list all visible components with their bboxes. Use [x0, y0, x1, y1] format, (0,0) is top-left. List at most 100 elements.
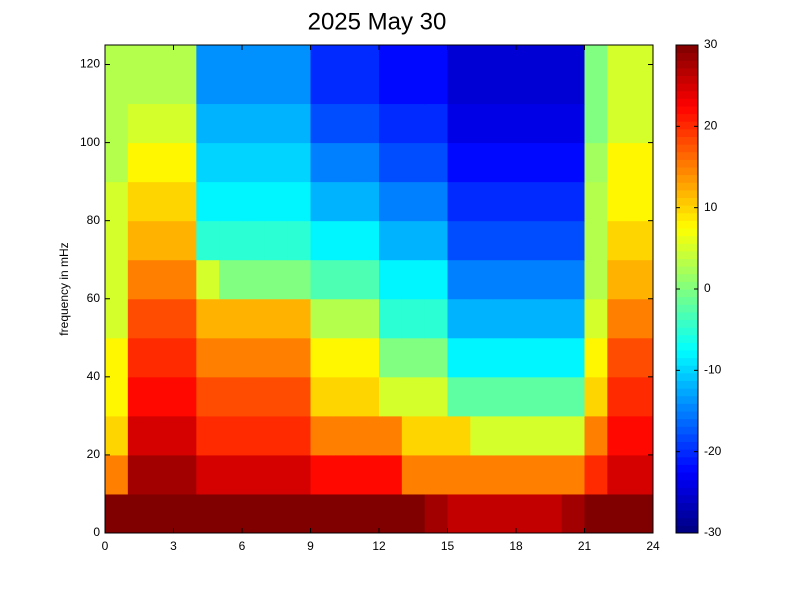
heatmap-cell: [287, 142, 311, 183]
heatmap-cell: [424, 142, 448, 183]
colorbar-segment: [676, 395, 698, 404]
heatmap-cell: [379, 454, 403, 495]
colorbar-segment: [676, 296, 698, 305]
heatmap-cell: [219, 454, 243, 495]
heatmap-cell: [470, 454, 494, 495]
heatmap-cell: [150, 64, 174, 105]
colorbar-tick-label: 20: [704, 119, 718, 133]
heatmap-cell: [516, 45, 540, 66]
heatmap-cell: [584, 142, 608, 183]
heatmap-cell: [173, 493, 197, 534]
colorbar-segment: [676, 525, 698, 534]
heatmap-cell: [150, 298, 174, 339]
x-tick-label: 9: [307, 539, 314, 553]
heatmap-cell: [516, 376, 540, 417]
heatmap-cell: [630, 493, 654, 534]
heatmap-cell: [493, 181, 517, 222]
heatmap-cell: [584, 220, 608, 261]
heatmap-cell: [630, 454, 654, 495]
colorbar-segment: [676, 342, 698, 351]
heatmap-cell: [127, 103, 152, 144]
heatmap-cell: [584, 259, 608, 300]
heatmap-cell: [242, 64, 266, 105]
colorbar-segment: [676, 281, 698, 290]
x-tick-label: 24: [646, 539, 660, 553]
x-tick-label: 18: [509, 539, 523, 553]
heatmap-cell: [310, 493, 334, 534]
colorbar-segment: [676, 372, 698, 381]
heatmap-cell: [561, 493, 585, 534]
heatmap-cell: [470, 181, 494, 222]
colorbar-segment: [676, 205, 698, 214]
heatmap-cell: [150, 376, 174, 417]
heatmap-cell: [607, 415, 631, 456]
x-tick-label: 12: [372, 539, 386, 553]
heatmap-cell: [516, 454, 540, 495]
heatmap-cell: [516, 337, 540, 378]
heatmap-cell: [516, 493, 540, 534]
colorbar-segment: [676, 167, 698, 176]
heatmap-cell: [242, 45, 266, 66]
heatmap-cell: [493, 454, 517, 495]
heatmap-cell: [561, 181, 585, 222]
heatmap-cell: [310, 259, 334, 300]
heatmap-cell: [447, 493, 471, 534]
heatmap-cell: [173, 220, 197, 261]
heatmap-cell: [196, 493, 220, 534]
heatmap-cell: [561, 259, 585, 300]
heatmap-cell: [196, 259, 220, 300]
heatmap-cell: [356, 103, 380, 144]
heatmap-cell: [607, 259, 631, 300]
colorbar-segment: [676, 441, 698, 450]
heatmap-cell: [584, 181, 608, 222]
heatmap-cell: [607, 493, 631, 534]
heatmap-cell: [127, 298, 152, 339]
heatmap-cell: [196, 45, 220, 66]
heatmap-cell: [173, 142, 197, 183]
heatmap-cell: [424, 493, 448, 534]
heatmap-cell: [219, 64, 243, 105]
heatmap-cell: [561, 454, 585, 495]
heatmap-cell: [447, 259, 471, 300]
heatmap-cell: [264, 493, 289, 534]
colorbar-segment: [676, 128, 698, 137]
heatmap-cell: [516, 415, 540, 456]
heatmap-cell: [287, 454, 311, 495]
heatmap-cell: [424, 454, 448, 495]
heatmap-cell: [379, 259, 403, 300]
heatmap-cell: [242, 181, 266, 222]
heatmap-cell: [219, 259, 243, 300]
colorbar-segment: [676, 479, 698, 488]
heatmap-cell: [219, 45, 243, 66]
heatmap-cell: [264, 64, 289, 105]
heatmap-cell: [127, 45, 152, 66]
heatmap-cell: [287, 64, 311, 105]
heatmap-cell: [242, 259, 266, 300]
y-tick-label: 80: [87, 213, 101, 227]
heatmap-cell: [447, 142, 471, 183]
heatmap-cell: [607, 103, 631, 144]
heatmap-cell: [333, 415, 357, 456]
colorbar-tick-label: 0: [704, 281, 711, 295]
heatmap-cell: [105, 142, 129, 183]
heatmap-cell: [287, 337, 311, 378]
heatmap-cell: [447, 415, 471, 456]
heatmap-cell: [516, 103, 540, 144]
heatmap-cell: [630, 181, 654, 222]
heatmap-cell: [424, 64, 448, 105]
colorbar-segment: [676, 426, 698, 435]
heatmap-cell: [310, 142, 334, 183]
heatmap-cell: [516, 259, 540, 300]
heatmap-cell: [173, 298, 197, 339]
heatmap-cell: [356, 298, 380, 339]
heatmap-cell: [561, 142, 585, 183]
heatmap-cell: [607, 142, 631, 183]
heatmap-cell: [493, 493, 517, 534]
colorbar-segment: [676, 304, 698, 313]
colorbar-segment: [676, 494, 698, 503]
heatmap-cell: [630, 142, 654, 183]
heatmap-cell: [219, 337, 243, 378]
heatmap-cell: [196, 376, 220, 417]
heatmap-cell: [401, 376, 426, 417]
